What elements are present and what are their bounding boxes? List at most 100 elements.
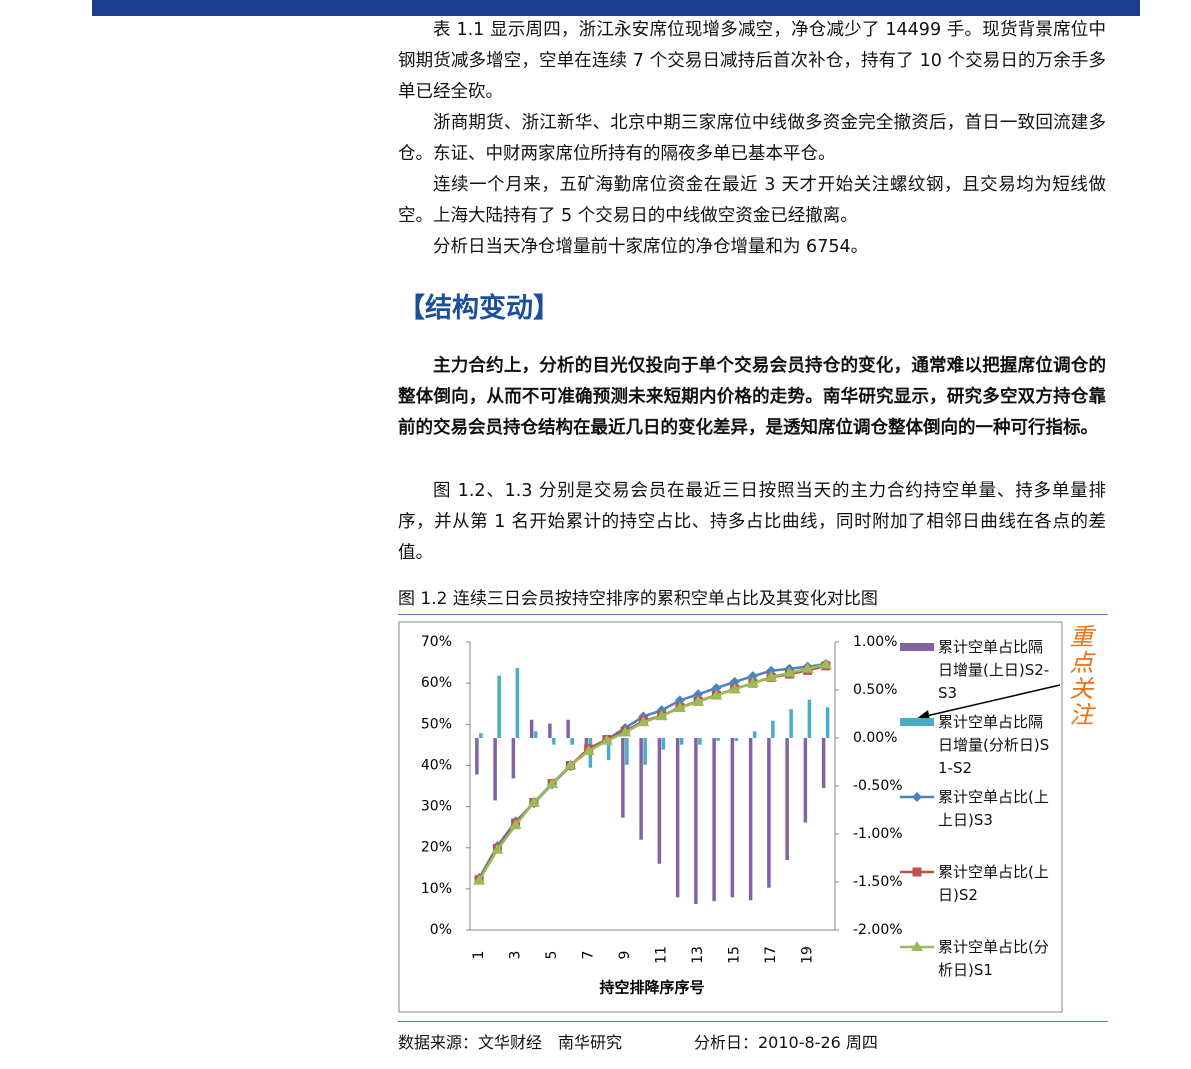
legend-marker (911, 941, 923, 951)
x-tick-label: 3 (508, 951, 524, 960)
y2-tick-label: -1.50% (853, 874, 903, 890)
bar (529, 719, 534, 738)
bar (511, 738, 516, 779)
x-tick-label: 15 (727, 946, 743, 964)
bar (475, 738, 479, 775)
bar (533, 731, 538, 738)
point (546, 777, 559, 788)
bar (643, 738, 647, 765)
bar (698, 738, 702, 745)
x-tick-label: 7 (581, 951, 597, 960)
point (491, 843, 504, 854)
legend-label: 累计空单占比隔日增量(分析日)S1-S2 (938, 713, 1050, 777)
x-tick-label: 1 (471, 951, 487, 960)
y2-tick-label: -1.00% (853, 826, 903, 842)
x-tick-label: 19 (800, 946, 816, 964)
point (819, 658, 832, 669)
bar (679, 738, 684, 745)
y-tick-label: 50% (421, 716, 452, 732)
bar (730, 738, 735, 898)
legend-marker (912, 867, 922, 877)
bar (752, 731, 757, 738)
bar (807, 699, 812, 738)
bar (657, 738, 662, 864)
bar (675, 738, 680, 898)
y-tick-label: 40% (421, 757, 452, 773)
rule (398, 1021, 1108, 1022)
x-tick-label: 11 (654, 946, 670, 964)
y2-tick-label: 0.50% (853, 682, 897, 698)
bar (767, 738, 771, 888)
handwritten-note: 重点关注 (1065, 624, 1093, 728)
y-tick-label: 20% (421, 840, 452, 856)
bar (584, 738, 589, 746)
figure-caption: 图 1.2 连续三日会员按持空排序的累积空单占比及其变化对比图 (398, 589, 878, 609)
point (600, 734, 613, 745)
legend-label: 累计空单占比(分析日)S1 (938, 938, 1049, 979)
paragraph: 表 1.1 显示周四，浙江永安席位现增多减空，净仓减少了 14499 手。现货背… (398, 20, 1106, 102)
paragraph: 浙商期货、浙江新华、北京中期三家席位中线做多资金完全撤资后，首日一致回流建多仓。… (398, 113, 1106, 164)
legend-marker (912, 792, 922, 802)
bar (661, 738, 666, 750)
bar (789, 709, 793, 738)
bar (734, 738, 739, 741)
paragraph: 分析日当天净仓增量前十家席位的净仓增量和为 6754。 (433, 237, 869, 257)
line (478, 662, 827, 879)
chart-frame (398, 621, 1063, 1013)
point (692, 695, 705, 706)
y2-tick-label: 1.00% (853, 634, 897, 650)
paragraph: 图 1.2、1.3 分别是交易会员在最近三日按照当天的主力合约持空单量、持多单量… (398, 481, 1106, 563)
legend-swatch (900, 643, 934, 651)
bar (493, 738, 497, 801)
analysis-date: 分析日：2010-8-26 周四 (694, 1033, 878, 1052)
bar (821, 738, 826, 788)
point (582, 745, 595, 756)
arrow (921, 684, 1061, 718)
bar (570, 738, 574, 745)
bar (552, 738, 556, 745)
bar (621, 738, 625, 818)
rule (398, 614, 1108, 615)
legend-label: 累计空单占比隔日增量(上日)S2-S3 (938, 638, 1050, 702)
x-tick-label: 17 (763, 946, 779, 964)
point (564, 759, 577, 770)
bar (548, 723, 552, 738)
point (473, 874, 486, 885)
section-heading: 【结构变动】 (398, 293, 560, 324)
y-tick-label: 30% (421, 799, 452, 815)
paragraph: 主力合约上，分析的目光仅投向于单个交易会员持仓的变化，通常难以把握席位调仓的整体… (398, 356, 1106, 438)
bar (803, 738, 808, 823)
bar (515, 667, 520, 738)
bar (639, 738, 643, 840)
bar (606, 738, 611, 761)
bar (566, 719, 570, 738)
source: 数据来源：文华财经 南华研究 (398, 1033, 623, 1052)
paragraph: 连续一个月来，五矿海勤席位资金在最近 3 天才开始关注螺纹钢，且交易均为短线做空… (398, 175, 1106, 226)
point (801, 662, 814, 673)
point (655, 710, 668, 721)
y-tick-label: 0% (430, 922, 452, 938)
point (619, 726, 632, 737)
y2-tick-label: -2.00% (853, 922, 903, 938)
point (765, 670, 778, 681)
line (478, 664, 827, 881)
bar (785, 738, 789, 860)
bar (825, 707, 830, 738)
legend-label: 累计空单占比(上上日)S3 (938, 788, 1049, 829)
point (710, 689, 723, 700)
y2-tick-label: -0.50% (853, 778, 903, 794)
y-tick-label: 60% (421, 675, 452, 691)
line (478, 663, 827, 882)
point (509, 819, 522, 830)
y-tick-label: 10% (421, 881, 452, 897)
header-banner (92, 0, 1140, 16)
bar (479, 733, 483, 738)
bar (716, 738, 720, 741)
y2-tick-label: 0.00% (853, 730, 897, 746)
bar (694, 738, 698, 905)
legend-label: 累计空单占比(上日)S2 (938, 863, 1049, 904)
point (746, 677, 759, 688)
bar (625, 738, 629, 765)
